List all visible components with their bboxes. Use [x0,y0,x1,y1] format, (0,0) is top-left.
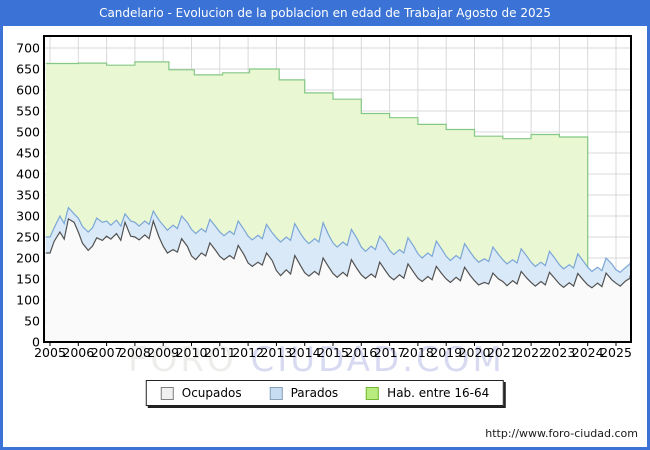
x-tick-label: 2025 [600,345,632,360]
page-title: Candelario - Evolucion de la poblacion e… [99,6,551,20]
x-tick-label: 2009 [147,345,179,360]
x-tick-label: 2012 [232,345,264,360]
y-tick-label: 100 [16,293,40,308]
frame-border-bottom [0,447,650,450]
plot-border [43,35,632,343]
y-tick-label: 350 [16,188,40,203]
legend-label: Ocupados [181,386,242,400]
x-tick-label: 2005 [34,345,66,360]
title-bar: Candelario - Evolucion de la poblacion e… [0,0,650,26]
series-line-hab-entre-16-64 [45,61,589,341]
y-tick-label: 500 [16,125,40,140]
series-line-parados [45,206,630,274]
y-tick-label: 700 [16,41,40,56]
series-line-ocupados [45,217,630,289]
x-tick-label: 2010 [176,345,208,360]
x-tick-label: 2007 [91,345,123,360]
y-tick-label: 200 [16,251,40,266]
hab-16-64-swatch-icon [366,386,380,400]
x-tick-label: 2013 [260,345,292,360]
series-area-ocupados [45,218,630,341]
y-tick-label: 50 [24,314,40,329]
x-tick-label: 2022 [515,345,547,360]
x-tick-label: 2008 [119,345,151,360]
y-tick-label: 650 [16,62,40,77]
frame-border-right [647,26,650,450]
legend-label: Hab. entre 16-64 [387,386,490,400]
x-tick-label: 2023 [543,345,575,360]
legend-item-parados: Parados [269,386,339,400]
y-tick-label: 150 [16,272,40,287]
chart-legend: Ocupados Parados Hab. entre 16-64 [145,380,505,406]
y-tick-label: 400 [16,167,40,182]
x-tick-label: 2016 [345,345,377,360]
x-tick-label: 2014 [289,345,321,360]
legend-label: Parados [290,386,339,400]
series-area-parados [45,207,630,341]
y-tick-label: 250 [16,230,40,245]
x-tick-label: 2021 [487,345,519,360]
legend-item-ocupados: Ocupados [160,386,242,400]
x-tick-label: 2011 [204,345,236,360]
x-tick-label: 2006 [62,345,94,360]
x-tick-label: 2019 [430,345,462,360]
x-tick-label: 2018 [402,345,434,360]
x-tick-label: 2020 [459,345,491,360]
y-tick-label: 600 [16,83,40,98]
y-tick-label: 300 [16,209,40,224]
series-area-hab-entre-16-64 [45,61,588,341]
y-tick-label: 550 [16,104,40,119]
x-tick-label: 2017 [374,345,406,360]
x-tick-label: 2024 [572,345,604,360]
source-url: http://www.foro-ciudad.com [485,427,638,440]
foro-ciudad-watermark: FORO CIUDAD.COM [128,340,505,380]
y-tick-label: 450 [16,146,40,161]
y-tick-label: 0 [32,335,40,350]
x-tick-label: 2015 [317,345,349,360]
frame-border-left [0,26,3,450]
parados-swatch-icon [269,386,283,400]
ocupados-swatch-icon [160,386,174,400]
legend-item-hab-16-64: Hab. entre 16-64 [366,386,489,400]
